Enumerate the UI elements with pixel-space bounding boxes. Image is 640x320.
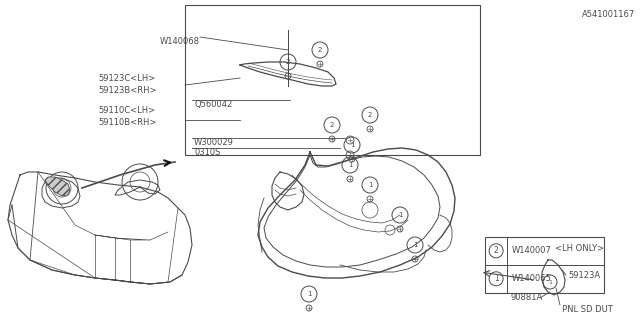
Text: A541001167: A541001167 <box>582 10 635 19</box>
Text: W140007: W140007 <box>512 246 552 255</box>
Text: W300029: W300029 <box>194 138 234 147</box>
Text: W140068: W140068 <box>160 36 200 45</box>
Text: 59123A: 59123A <box>568 270 600 279</box>
Text: 90881A: 90881A <box>510 293 542 302</box>
Polygon shape <box>45 177 70 196</box>
Text: 2: 2 <box>330 122 334 128</box>
Text: 1: 1 <box>348 162 352 168</box>
Text: Q560042: Q560042 <box>194 100 232 108</box>
Text: 2: 2 <box>493 246 499 255</box>
Text: 1: 1 <box>307 291 311 297</box>
Text: 1: 1 <box>413 242 417 248</box>
Text: W140065: W140065 <box>512 274 552 283</box>
Text: PNL SD DUT: PNL SD DUT <box>562 306 612 315</box>
Text: 1: 1 <box>397 212 403 218</box>
Text: 1: 1 <box>349 142 355 148</box>
Text: 59110C<LH>: 59110C<LH> <box>98 106 155 115</box>
Text: <LH ONLY>: <LH ONLY> <box>555 244 604 252</box>
Text: 2: 2 <box>318 47 322 53</box>
Text: 2: 2 <box>286 59 290 65</box>
Text: 1: 1 <box>493 274 499 283</box>
Text: 1: 1 <box>548 279 552 284</box>
Bar <box>185 5 480 155</box>
Text: 59123B<RH>: 59123B<RH> <box>98 85 157 94</box>
Text: 0310S: 0310S <box>194 148 220 156</box>
Bar <box>485 237 604 293</box>
Text: 1: 1 <box>368 182 372 188</box>
Text: 2: 2 <box>368 112 372 118</box>
Text: 59123C<LH>: 59123C<LH> <box>98 74 156 83</box>
Text: 59110B<RH>: 59110B<RH> <box>98 117 156 126</box>
